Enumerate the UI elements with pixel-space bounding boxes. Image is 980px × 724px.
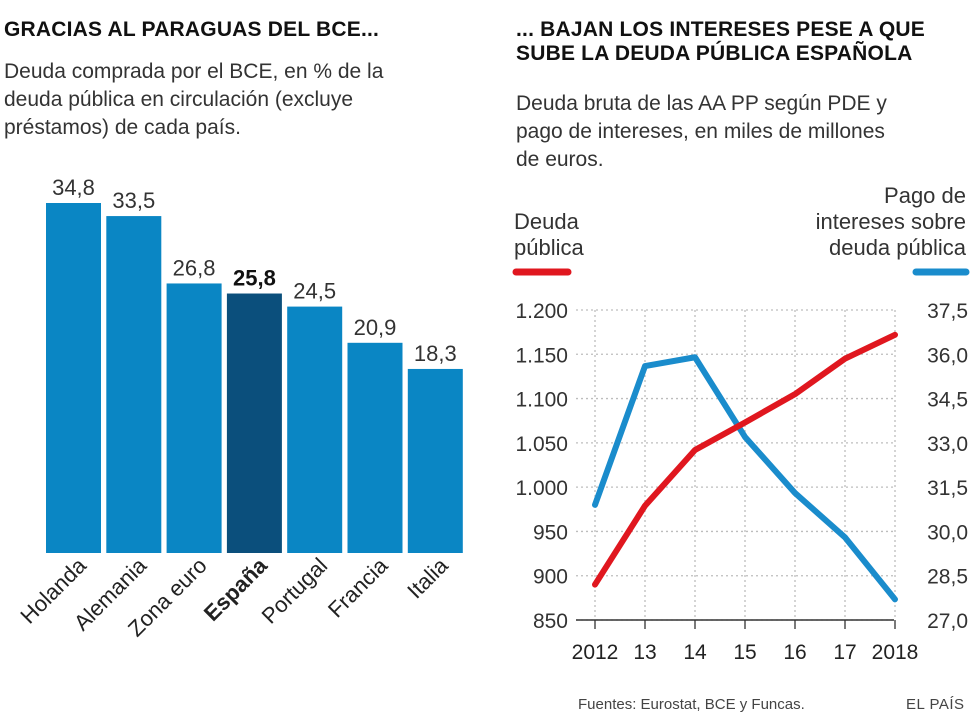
x-tick-label: 16 xyxy=(783,641,806,664)
brand-logo: EL PAÍS xyxy=(906,696,965,713)
x-tick-label: 13 xyxy=(633,641,656,664)
legend-debt-label: Deuda xyxy=(514,209,580,234)
line-chart: 850 900 950 1.000 1.050 1.100 1.150 1.200 27,0 28… xyxy=(512,183,970,664)
left-subtitle-line: deuda pública en circulación (excluye xyxy=(4,88,354,111)
legend-interest-label: Pago de xyxy=(884,183,966,208)
source-note: Fuentes: Eurostat, BCE y Funcas. xyxy=(578,696,805,713)
bar xyxy=(166,283,222,553)
right-axis-tick-label: 30,0 xyxy=(927,521,968,544)
legend-interest-label: intereses sobre xyxy=(816,209,966,234)
left-axis-tick-label: 1.100 xyxy=(515,389,568,412)
left-axis-tick-label: 850 xyxy=(533,610,568,633)
right-axis-tick-label: 34,5 xyxy=(927,389,968,412)
bar xyxy=(347,342,403,553)
bar-value-label: 33,5 xyxy=(112,188,155,213)
bar xyxy=(226,293,282,553)
right-axis-tick-label: 27,0 xyxy=(927,610,968,633)
left-chart-title: GRACIAS AL PARAGUAS DEL BCE... xyxy=(4,18,380,41)
right-subtitle-line: de euros. xyxy=(516,148,604,171)
bar-value-label: 20,9 xyxy=(354,315,397,340)
right-axis-tick-label: 36,0 xyxy=(927,344,968,367)
right-chart-title: ... BAJAN LOS INTERESES PESE A QUE SUBE … xyxy=(516,18,980,66)
left-axis-tick-label: 1.050 xyxy=(515,433,568,456)
legend-interest-label: deuda pública xyxy=(829,235,967,260)
bar-value-label: 18,3 xyxy=(414,341,457,366)
right-axis-tick-label: 28,5 xyxy=(927,566,968,589)
left-axis-tick-label: 1.000 xyxy=(515,477,568,500)
bar-value-label: 25,8 xyxy=(233,266,276,291)
left-chart-subtitle: Deuda comprada por el BCE, en % de la de… xyxy=(4,58,474,142)
bar-value-label: 24,5 xyxy=(293,279,336,304)
legend-debt-label: pública xyxy=(514,235,584,260)
right-title-line: SUBE LA DEUDA PÚBLICA ESPAÑOLA xyxy=(516,42,913,65)
x-tick-label: 15 xyxy=(733,641,756,664)
left-axis-tick-label: 1.200 xyxy=(515,300,568,323)
right-subtitle-line: pago de intereses, en miles de millones xyxy=(516,120,885,143)
x-tick-label: 2018 xyxy=(872,641,919,664)
bar xyxy=(46,203,101,553)
bar-category-label: Italia xyxy=(402,552,453,603)
bar xyxy=(287,306,343,553)
bar-category-label: Portugal xyxy=(257,553,333,629)
x-tick-label: 14 xyxy=(683,641,707,664)
bar xyxy=(106,216,162,553)
x-tick-label: 2012 xyxy=(572,641,619,664)
interest-series-line xyxy=(592,354,898,603)
left-axis-tick-label: 1.150 xyxy=(515,344,568,367)
right-axis-tick-label: 33,0 xyxy=(927,433,968,456)
right-chart-subtitle: Deuda bruta de las AA PP según PDE y pag… xyxy=(516,90,966,174)
bar-category-label: Francia xyxy=(323,552,393,622)
right-axis-tick-label: 31,5 xyxy=(927,477,968,500)
left-axis-tick-label: 900 xyxy=(533,566,568,589)
right-axis-tick-label: 37,5 xyxy=(927,300,968,323)
right-subtitle-line: Deuda bruta de las AA PP según PDE y xyxy=(516,92,887,115)
right-title-line: ... BAJAN LOS INTERESES PESE A QUE xyxy=(516,18,925,41)
x-tick-label: 17 xyxy=(833,641,856,664)
bar xyxy=(407,368,463,553)
bar-value-label: 34,8 xyxy=(52,175,95,200)
bar-value-label: 26,8 xyxy=(173,255,216,280)
left-subtitle-line: Deuda comprada por el BCE, en % de la xyxy=(4,60,384,83)
left-axis-tick-label: 950 xyxy=(533,521,568,544)
left-subtitle-line: préstamos) de cada país. xyxy=(4,116,241,139)
